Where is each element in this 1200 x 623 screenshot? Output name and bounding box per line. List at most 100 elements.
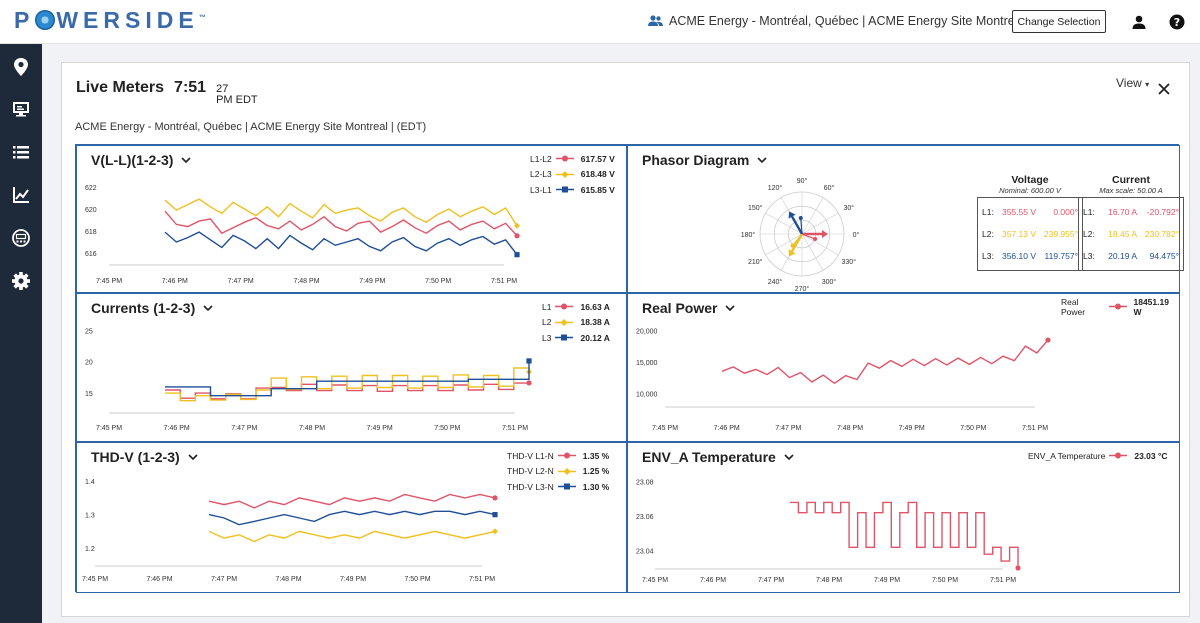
- y-tick-label: 23.08: [636, 480, 654, 487]
- phase-angle: -20.792°: [1146, 207, 1179, 217]
- phase-label: L2:: [982, 229, 994, 239]
- phasor-current-vector: [801, 233, 816, 240]
- panel-title[interactable]: ENV_A Temperature: [642, 449, 794, 465]
- legend-item[interactable]: L1-L2 617.57 V: [530, 151, 615, 167]
- legend-swatch: [557, 452, 576, 459]
- phase-magnitude: 357.13 V: [1001, 229, 1036, 239]
- chart-icon[interactable]: [11, 185, 31, 205]
- series-end-marker[interactable]: [492, 512, 498, 518]
- legend-swatch: [1109, 452, 1128, 459]
- phasor-vector: [791, 216, 804, 235]
- legend-item[interactable]: L2-L3 618.48 V: [530, 167, 615, 183]
- y-tick-label: 23.06: [636, 514, 654, 521]
- change-selection-button[interactable]: Change Selection: [1012, 10, 1106, 33]
- legend-item[interactable]: THD-V L1-N 1.35 %: [507, 448, 609, 464]
- clock-seconds: 27: [216, 83, 229, 95]
- monitor-icon[interactable]: [11, 99, 31, 119]
- phasor-angle-label: 150°: [748, 204, 763, 212]
- help-icon[interactable]: ?: [1169, 14, 1185, 30]
- y-tick-label: 1.4: [85, 479, 95, 486]
- panel-title[interactable]: Currents (1-2-3): [91, 300, 213, 316]
- legend-value: 18451.19 W: [1133, 296, 1169, 317]
- voltage-head: Voltage: [1011, 174, 1049, 186]
- x-tick-label: 7:48 PM: [816, 577, 842, 584]
- real-power-chart: 20,000 15,000 10,000 7:45 PM 7:46 PM 7:47 PM 7…: [636, 328, 1051, 432]
- phase-angle: 239.955°: [1043, 229, 1078, 239]
- legend-item[interactable]: L3-L1 615.85 V: [530, 182, 615, 198]
- voltage-nominal: Nominal: 600.00 V: [999, 186, 1061, 195]
- context-text: ACME Energy - Montréal, Québec | ACME En…: [669, 14, 1068, 28]
- y-tick-label: 15: [85, 391, 93, 398]
- chart-legend: L1 16.63 A L2 18.38 A L3 20.12 A: [542, 299, 610, 346]
- legend-item[interactable]: ENV_A Temperature 23.03 °C: [1028, 448, 1168, 464]
- y-tick-label: 15,000: [636, 360, 658, 367]
- x-tick-label: 7:48 PM: [299, 425, 325, 432]
- x-tick-label: 7:50 PM: [425, 278, 451, 285]
- legend-item[interactable]: L2 18.38 A: [542, 315, 610, 331]
- phase-magnitude: 355.55 V: [1001, 207, 1036, 217]
- series-line: [208, 530, 496, 543]
- phasor-spoke: [801, 197, 824, 235]
- legend-swatch: [555, 318, 574, 326]
- selection-context: ACME Energy - Montréal, Québec | ACME En…: [648, 14, 1068, 28]
- phasor-arrowhead: [788, 211, 796, 219]
- x-tick-label: 7:50 PM: [404, 576, 430, 583]
- powerside-logo[interactable]: P WERSIDE™: [14, 7, 206, 33]
- clock-suffix: 27 PM EDT: [216, 84, 258, 106]
- series-end-marker[interactable]: [526, 380, 532, 386]
- phase-magnitude: 16.70 A: [1108, 207, 1137, 217]
- series-line: [164, 210, 518, 237]
- x-tick-label: 7:49 PM: [367, 425, 393, 432]
- panel-title[interactable]: Real Power: [642, 300, 736, 316]
- x-tick-label: 7:49 PM: [899, 425, 925, 432]
- x-tick-label: 7:48 PM: [293, 278, 319, 285]
- list-icon[interactable]: [11, 142, 31, 162]
- chevron-down-icon: [181, 156, 192, 163]
- phasor-row: L3: 356.10 V 119.757°: [982, 245, 1078, 267]
- phasor-arrowhead: [822, 230, 828, 238]
- live-meters-card: Live Meters 7:51 27 PM EDT View ▾ ACME En…: [61, 62, 1190, 617]
- series-end-marker[interactable]: [492, 528, 498, 535]
- panel-title[interactable]: V(L-L)(1-2-3): [91, 152, 192, 168]
- legend-item[interactable]: L1 16.63 A: [542, 299, 610, 315]
- series-end-marker[interactable]: [1015, 565, 1021, 571]
- legend-item[interactable]: L3 20.12 A: [542, 330, 610, 346]
- phasor-arrowhead: [788, 249, 796, 257]
- legend-item[interactable]: THD-V L2-N 1.25 %: [507, 464, 609, 480]
- panel-title[interactable]: Phasor Diagram: [642, 152, 767, 168]
- legend-name: L1-L2: [530, 153, 552, 164]
- phasor-current-tip: [790, 243, 795, 248]
- x-tick-label: 7:50 PM: [434, 425, 460, 432]
- phasor-angle-label: 240°: [768, 278, 783, 286]
- user-icon[interactable]: [1131, 14, 1147, 30]
- series-end-marker[interactable]: [514, 222, 520, 229]
- currents-chart: 25 20 15 7:45 PM 7:46 PM 7:47 PM 7:48 PM 7:49 P…: [85, 328, 532, 432]
- series-end-marker[interactable]: [492, 495, 498, 501]
- chevron-down-icon: [188, 453, 198, 460]
- view-menu-button[interactable]: View ▾: [1116, 76, 1149, 90]
- series-end-marker[interactable]: [526, 358, 532, 364]
- panel-title[interactable]: THD-V (1-2-3): [91, 449, 198, 465]
- x-tick-label: 7:47 PM: [775, 425, 801, 432]
- location-icon[interactable]: [11, 57, 31, 77]
- legend-name: THD-V L1-N: [507, 450, 554, 461]
- x-tick-label: 7:45 PM: [96, 425, 122, 432]
- phasor-angle-label: 210°: [748, 258, 763, 266]
- phase-label: L3:: [1083, 251, 1095, 261]
- meter-icon[interactable]: [11, 228, 31, 248]
- panel-temperature: ENV_A Temperature ENV_A Temperature 23.03…: [627, 442, 1180, 593]
- legend-item[interactable]: Real Power 18451.19 W: [1061, 296, 1179, 317]
- y-tick-label: 20,000: [636, 328, 658, 335]
- series-end-marker[interactable]: [514, 252, 520, 258]
- phasor-spoke: [801, 233, 824, 271]
- phase-magnitude: 356.10 V: [1001, 251, 1036, 261]
- gear-icon[interactable]: [11, 271, 31, 291]
- legend-name: L1: [542, 301, 552, 312]
- close-icon[interactable]: [1157, 82, 1171, 96]
- view-label: View: [1116, 76, 1142, 90]
- legend-item[interactable]: THD-V L3-N 1.30 %: [507, 479, 609, 495]
- phasor-angle-label: 90°: [797, 177, 808, 185]
- phasor-row: L2: 18.45 A 230.782°: [1083, 223, 1179, 245]
- series-end-marker[interactable]: [514, 233, 520, 239]
- series-end-marker[interactable]: [1045, 337, 1051, 343]
